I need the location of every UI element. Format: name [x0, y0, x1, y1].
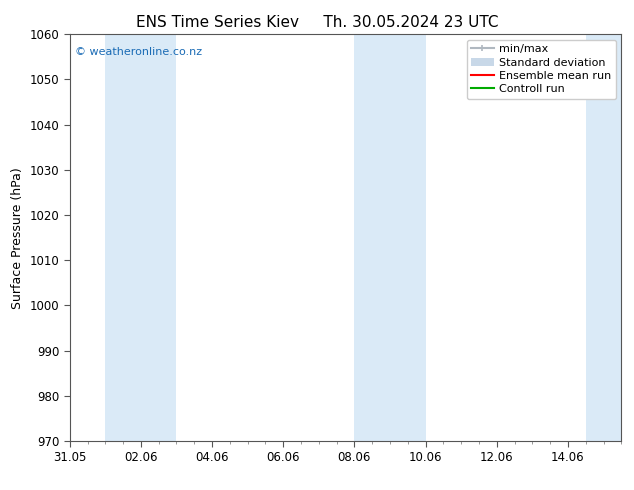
Bar [105, 34, 176, 441]
Y-axis label: Surface Pressure (hPa): Surface Pressure (hPa) [11, 167, 24, 309]
Text: ENS Time Series Kiev     Th. 30.05.2024 23 UTC: ENS Time Series Kiev Th. 30.05.2024 23 U… [136, 15, 498, 30]
Legend: min/max, Standard deviation, Ensemble mean run, Controll run: min/max, Standard deviation, Ensemble me… [467, 40, 616, 99]
Bar [354, 34, 425, 441]
Text: © weatheronline.co.nz: © weatheronline.co.nz [75, 47, 202, 56]
Bar [586, 34, 621, 441]
